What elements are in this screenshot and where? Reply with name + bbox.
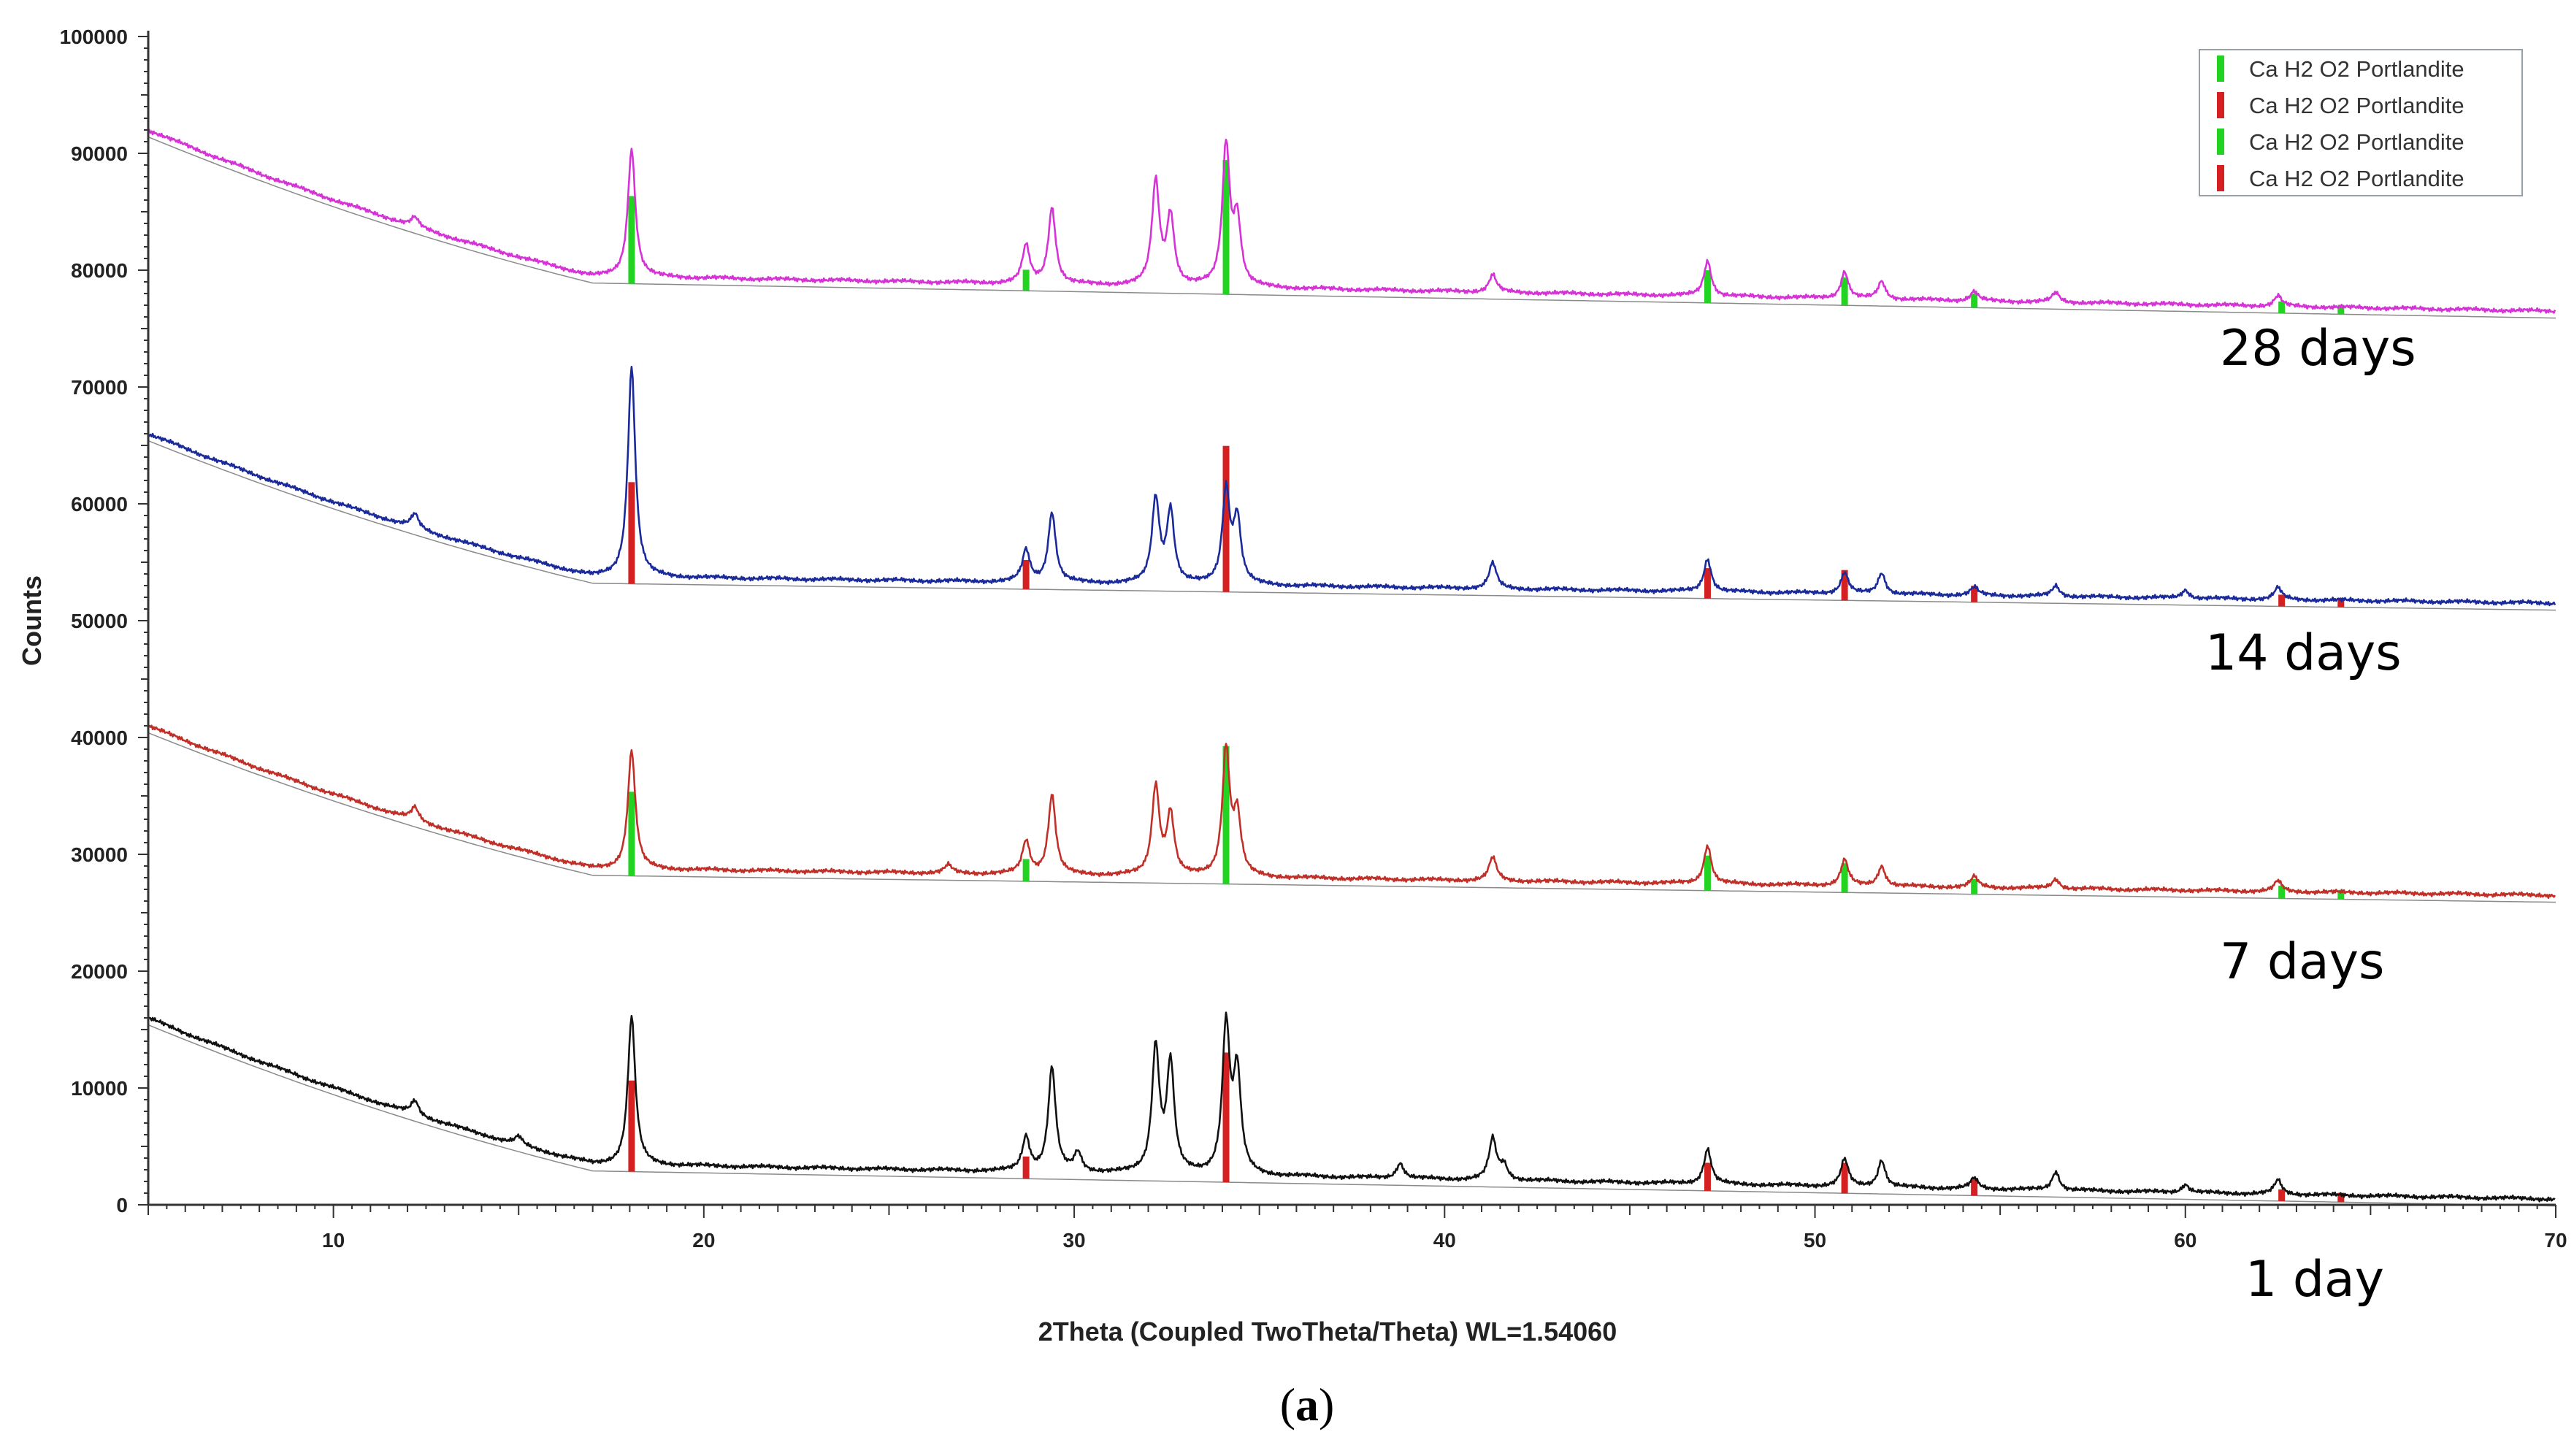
y-tick-label: 30000 <box>71 843 128 866</box>
reference-stick <box>1022 859 1030 881</box>
reference-stick <box>2278 594 2286 607</box>
x-tick-label: 50 <box>1804 1229 1826 1252</box>
y-tick-label: 40000 <box>71 727 128 749</box>
x-tick-label: 40 <box>1433 1229 1456 1252</box>
y-tick-label: 80000 <box>71 259 128 282</box>
reference-stick <box>628 482 635 584</box>
reference-stick <box>1971 586 1978 602</box>
reference-stick <box>1022 559 1030 589</box>
series-line-28-days <box>148 129 2556 314</box>
reference-stick <box>1222 160 1230 295</box>
baseline-3 <box>148 1024 2556 1207</box>
legend-box <box>2199 49 2523 196</box>
curve-label-28-days: 28 days <box>2220 320 2416 378</box>
reference-stick <box>628 196 635 284</box>
reference-stick <box>1222 746 1230 884</box>
reference-sticks <box>628 160 2345 1203</box>
reference-stick <box>1704 568 1711 599</box>
reference-stick <box>1222 445 1230 592</box>
legend: Ca H2 O2 Portlandite Ca H2 O2 Portlandite… <box>2199 49 2523 196</box>
reference-stick <box>2337 889 2345 900</box>
x-tick-label: 20 <box>692 1229 715 1252</box>
reference-stick <box>1841 863 1848 893</box>
legend-label: Ca H2 O2 Portlandite <box>2249 93 2464 118</box>
y-axis-ticks: 0 10000 20000 30000 40000 50000 60000 70000 8000… <box>60 26 148 1216</box>
reference-stick <box>628 792 635 876</box>
reference-stick <box>1704 1162 1711 1191</box>
reference-stick <box>1971 294 1978 308</box>
reference-stick <box>628 1080 635 1172</box>
series-line-1-day <box>148 1011 2556 1203</box>
reference-stick <box>1841 1162 1848 1194</box>
x-axis-label: 2Theta (Coupled TwoTheta/Theta) WL=1.540… <box>1038 1317 1617 1346</box>
reference-stick <box>1971 878 1978 894</box>
legend-swatch <box>2217 55 2224 82</box>
reference-stick <box>1704 270 1711 303</box>
y-tick-label: 20000 <box>71 960 128 983</box>
legend-swatch <box>2217 92 2224 118</box>
reference-stick <box>2278 1189 2286 1201</box>
baseline-0 <box>148 136 2556 319</box>
reference-stick <box>2337 597 2345 608</box>
reference-stick <box>2337 1192 2345 1203</box>
reference-stick <box>1022 1156 1030 1179</box>
reference-stick <box>2337 304 2345 315</box>
y-tick-label: 10000 <box>71 1077 128 1100</box>
series-line-14-days <box>147 366 2556 607</box>
y-axis-label: Counts <box>17 575 47 666</box>
reference-stick <box>2278 885 2286 899</box>
y-tick-label: 70000 <box>71 376 128 399</box>
reference-stick <box>1222 1052 1230 1183</box>
legend-swatch <box>2217 129 2224 155</box>
series-line-7-days <box>148 724 2556 899</box>
y-tick-label: 50000 <box>71 610 128 632</box>
background-baselines <box>148 136 2556 1207</box>
reference-stick <box>2278 301 2286 313</box>
reference-stick <box>1022 269 1030 291</box>
x-tick-label: 70 <box>2544 1229 2567 1252</box>
baseline-2 <box>148 732 2556 903</box>
x-tick-label: 10 <box>322 1229 345 1252</box>
reference-stick <box>1971 1178 1978 1196</box>
panel-label: (a) <box>1280 1379 1335 1430</box>
curve-label-7-days: 7 days <box>2220 933 2384 991</box>
reference-stick <box>1841 277 1848 306</box>
legend-label: Ca H2 O2 Portlandite <box>2249 129 2464 155</box>
y-tick-label: 90000 <box>71 142 128 165</box>
y-tick-label: 0 <box>116 1194 128 1216</box>
x-tick-label: 30 <box>1062 1229 1085 1252</box>
reference-stick <box>1704 855 1711 891</box>
curve-label-1-day: 1 day <box>2245 1251 2384 1309</box>
y-tick-label: 60000 <box>71 493 128 516</box>
legend-label: Ca H2 O2 Portlandite <box>2249 166 2464 191</box>
x-tick-label: 60 <box>2174 1229 2196 1252</box>
y-tick-label: 100000 <box>60 26 128 48</box>
baseline-1 <box>148 440 2556 611</box>
pattern-curves <box>147 129 2556 1203</box>
legend-swatch <box>2217 165 2224 191</box>
x-axis-ticks: 10 20 30 40 50 60 70 <box>148 1205 2567 1252</box>
reference-stick <box>1841 570 1848 601</box>
curve-label-14-days: 14 days <box>2205 624 2402 682</box>
legend-label: Ca H2 O2 Portlandite <box>2249 56 2464 82</box>
